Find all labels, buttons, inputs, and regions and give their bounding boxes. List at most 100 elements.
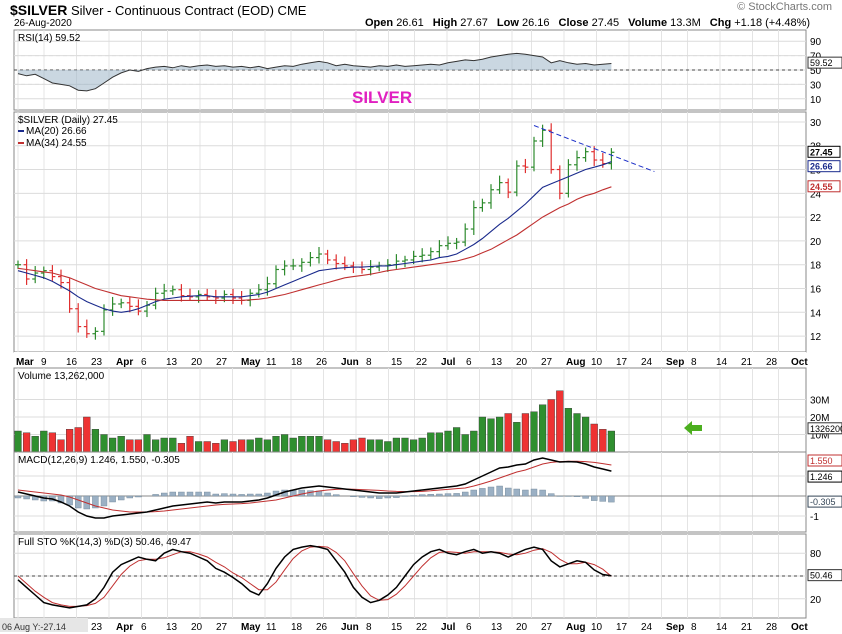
macd-histogram-bar [530, 488, 538, 497]
date-axis-label: 27 [541, 357, 553, 368]
bottom-date-label: 22 [416, 622, 428, 633]
volume-bar [401, 437, 409, 453]
price-tick-label: 16 [810, 285, 822, 296]
bottom-date-label: Apr [116, 622, 133, 633]
bottom-date-label: Oct [791, 622, 808, 633]
price-bar [453, 237, 460, 250]
volume-label: Volume [628, 17, 668, 29]
volume-bar [410, 439, 418, 453]
macd-histogram-bar [23, 495, 30, 500]
macd-histogram-bar [229, 493, 237, 497]
instrument-name: Silver - Continuous Contract (EOD) CME [70, 3, 307, 18]
volume-bar [392, 437, 401, 453]
bottom-date-label: 27 [541, 622, 553, 633]
price-bar [513, 160, 520, 197]
macd-histogram-bar [462, 491, 469, 497]
price-bar [298, 258, 305, 272]
volume-bar [324, 439, 332, 453]
macd-histogram-bar [539, 489, 546, 497]
volume-bar [607, 430, 616, 453]
volume-bar [134, 439, 143, 453]
volume-bar [65, 429, 74, 453]
volume-bar [573, 413, 581, 453]
macd-histogram-bar [479, 488, 486, 497]
price-bar [40, 266, 47, 279]
price-bar [204, 288, 211, 302]
volume-bar [212, 443, 220, 453]
brand-logo[interactable]: © StockCharts.com [737, 1, 832, 13]
macd-value-tag [807, 495, 842, 508]
volume-bar [375, 439, 383, 453]
macd-histogram-bar [238, 494, 245, 497]
rsi-legend: RSI(14) 59.52 [18, 33, 81, 44]
volume-bar [203, 441, 211, 453]
macd-histogram-bar [453, 493, 460, 497]
close-label: Close [558, 17, 589, 29]
volume-bar [91, 429, 100, 453]
price-bar [187, 288, 193, 302]
macd-histogram-bar [548, 493, 555, 497]
macd-histogram-bar [393, 495, 400, 498]
rsi-value-label: 59.52 [810, 58, 833, 68]
price-bar [470, 200, 477, 235]
date-axis-label: 22 [416, 357, 428, 368]
sto-tick-label: 80 [810, 549, 822, 560]
bottom-date-label: 24 [641, 622, 653, 633]
date-axis-label: 17 [616, 357, 628, 368]
macd-histogram-bar [522, 489, 529, 497]
macd-histogram-bar [513, 488, 520, 497]
price-bar [367, 260, 374, 276]
open-value: 26.61 [396, 17, 424, 29]
macd-histogram-bar [582, 495, 589, 499]
price-tick-label: 12 [810, 332, 822, 343]
price-bar [281, 260, 288, 276]
date-axis-label: Oct [791, 357, 808, 368]
rsi-fill [18, 53, 612, 91]
price-tick-label: 24 [810, 189, 822, 200]
volume-bar [582, 416, 590, 453]
date-axis-label: Jul [441, 357, 456, 368]
macd-histogram-bar [195, 491, 202, 497]
date-axis-label: May [241, 357, 261, 368]
macd-histogram-bar [203, 491, 211, 497]
date-axis-label: 13 [166, 357, 178, 368]
rsi-tick-label: 10 [810, 95, 822, 106]
crosshair-readout: 06 Aug Y:-27.14 [2, 622, 66, 632]
price-bar [522, 158, 529, 174]
price-bar [462, 223, 469, 247]
macd-histogram-bar [109, 495, 116, 503]
price-bar [169, 285, 176, 296]
macd-legend: MACD(12,26,9) 1.246, 1.550, -0.305 [18, 455, 180, 466]
rsi-tick-label: 50 [810, 66, 822, 77]
price-bar [255, 284, 262, 298]
volume-bar [590, 423, 598, 453]
volume-bar [31, 436, 39, 453]
volume-bar [23, 432, 31, 453]
volume-bar [306, 436, 315, 453]
volume-bar [220, 439, 229, 453]
macd-histogram-bar [444, 493, 452, 497]
price-bar [32, 266, 39, 284]
price-bar [83, 319, 90, 338]
sto-tick-label: 20 [810, 595, 822, 606]
macd-histogram-bar [264, 492, 271, 497]
macd-histogram-bar [573, 495, 581, 498]
date-axis-label: 14 [716, 357, 728, 368]
price-bar [436, 240, 443, 258]
bottom-date-label: 28 [766, 622, 778, 633]
volume-bar [487, 418, 495, 453]
price-bar [273, 265, 279, 288]
volume-bar [539, 404, 547, 453]
macd-histogram-bar [246, 493, 254, 497]
price-bar [135, 299, 142, 316]
macd-histogram-bar [324, 492, 331, 497]
date-axis-label: 16 [66, 357, 78, 368]
volume-bar [418, 437, 426, 453]
macd-histogram-bar [57, 495, 65, 504]
macd-histogram-bar [298, 489, 305, 497]
date-axis-label: 15 [391, 357, 403, 368]
volume-bar [117, 436, 125, 453]
macd-histogram-bar [126, 495, 134, 499]
bottom-date-label: 11 [266, 622, 277, 633]
price-bar [505, 178, 512, 199]
